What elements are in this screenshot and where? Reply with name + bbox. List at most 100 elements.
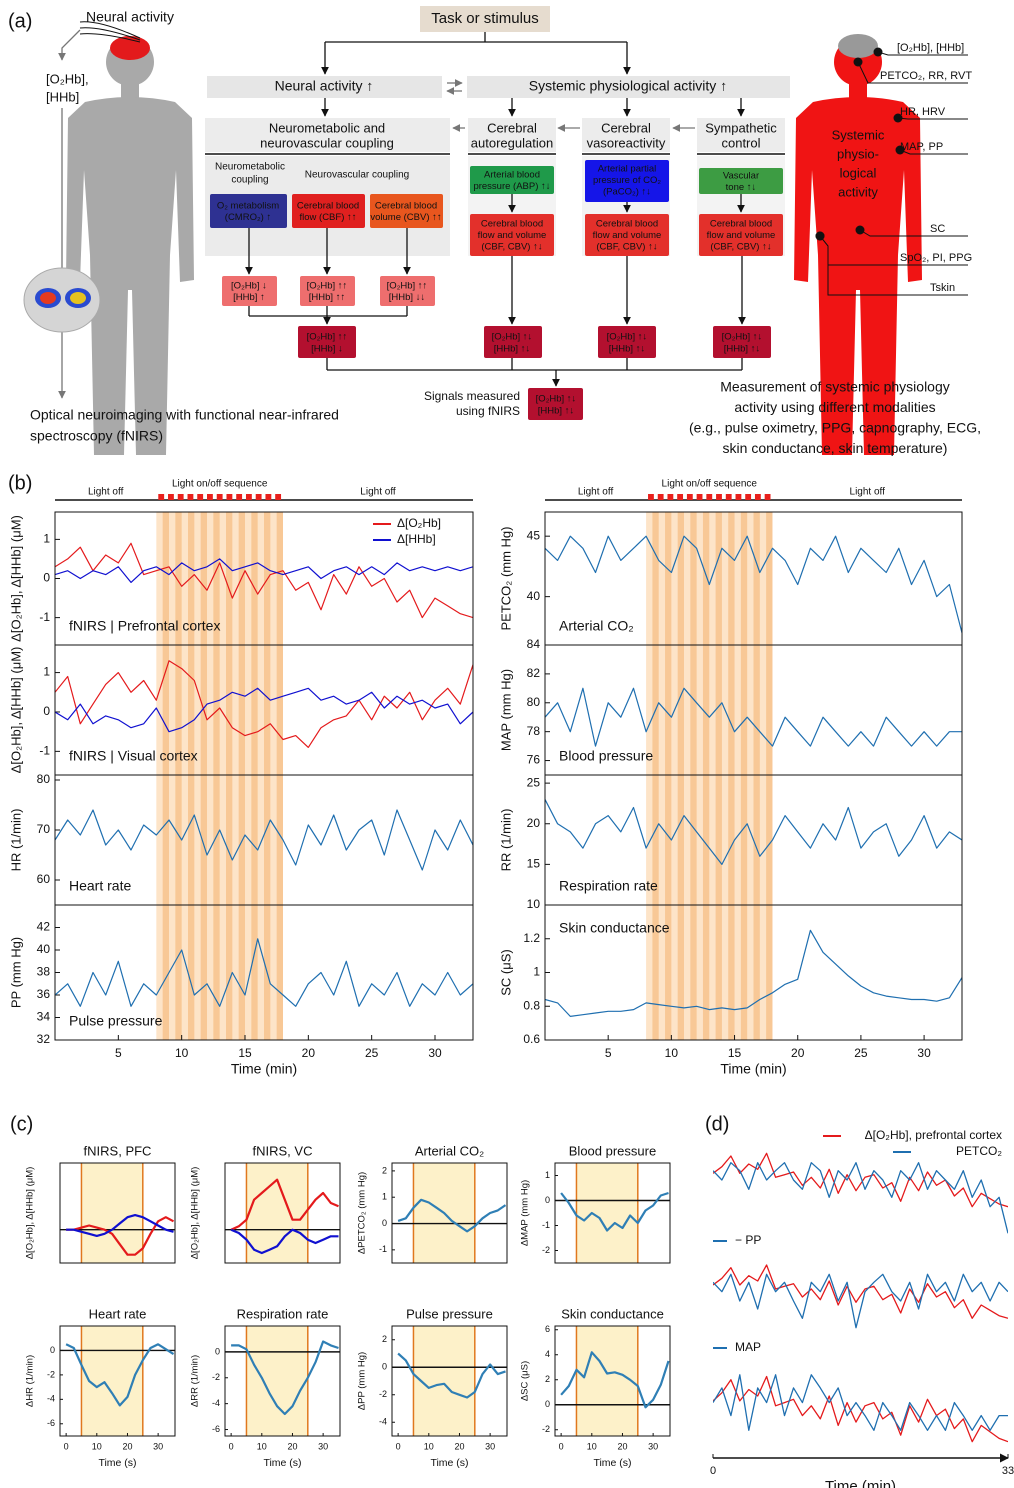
series-line (713, 1162, 1008, 1234)
series-line (713, 1264, 1008, 1319)
x-tick-label: 30 (648, 1441, 658, 1451)
label: Light off (850, 487, 886, 498)
x-axis-label: Time (min) (825, 1478, 896, 1488)
systemic-person-neck (849, 82, 867, 98)
y-tick-label: 82 (527, 666, 541, 680)
label: Light off (88, 487, 124, 498)
y-tick-label: 0 (545, 1195, 550, 1205)
y-tick-label: 2 (545, 1374, 550, 1384)
stimulus-stripe (728, 775, 735, 905)
stimulus-stripe (200, 905, 207, 1040)
label: [HHb] (46, 89, 79, 104)
x-tick-label: 25 (854, 1046, 868, 1060)
label: pressure (ABP) ↑↓ (473, 181, 550, 192)
legend-label: − PP (735, 1233, 761, 1247)
stimulus-stripe (740, 645, 748, 775)
brain-activation (70, 292, 86, 304)
signal-line (79, 21, 141, 39)
stimulus-stripe (665, 775, 672, 905)
sensor-line (877, 51, 968, 56)
light-pulse (177, 494, 184, 500)
label: Arterial blood (484, 170, 540, 181)
label: activity (838, 184, 878, 199)
result-box (598, 326, 656, 358)
y-axis-label: PETCO₂ (mm Hg) (498, 527, 513, 631)
chart-title: fNIRS, VC (253, 1143, 313, 1158)
label: Vascular (723, 171, 759, 182)
stimulus-stripe (162, 775, 169, 905)
header-box (468, 118, 556, 152)
stimulus-period (576, 1326, 638, 1436)
y-tick-label: 2 (382, 1165, 387, 1175)
y-tick-label: -1 (39, 744, 50, 758)
signal-line (79, 33, 141, 43)
label: pressure of CO₂ (593, 175, 661, 186)
stimulus-stripe (213, 645, 220, 775)
label: [O₂Hb], (46, 71, 89, 86)
label: [O₂Hb] ↑↓ (536, 394, 577, 405)
x-tick-label: 15 (238, 1046, 252, 1060)
y-tick-label: 10 (527, 897, 541, 911)
series-line (545, 929, 962, 1017)
y-tick-label: 0 (43, 571, 50, 585)
stimulus-stripe (665, 905, 672, 1040)
panel-label: (d) (705, 1113, 729, 1135)
stimulus-stripe (188, 645, 195, 775)
y-axis-label: HR (1/min) (8, 809, 23, 872)
plot-frame (59, 1162, 176, 1264)
series-line (713, 1374, 1008, 1431)
series-line (397, 1198, 507, 1233)
y-tick-label: -4 (47, 1394, 55, 1404)
chart-title: Heart rate (89, 1306, 147, 1321)
sensor-line (899, 149, 968, 155)
series-line (55, 809, 473, 871)
chart-title: fNIRS, PFC (84, 1143, 152, 1158)
label: skin conductance, skin temperature) (723, 440, 948, 456)
series-line (713, 1375, 1008, 1443)
neural-person-body (66, 97, 194, 455)
series-line (55, 687, 473, 733)
y-axis-label: ΔPETCO₂ (mm Hg) (357, 1172, 368, 1254)
series-line (230, 1178, 339, 1231)
cause-box (585, 160, 669, 202)
label: [HHb] ↓ (311, 344, 343, 355)
label: [O₂Hb] ↑↓ (722, 332, 763, 343)
stimulus-stripe (715, 645, 722, 775)
chart-title: Pulse pressure (406, 1306, 493, 1321)
plot-frame (554, 1162, 671, 1264)
stimulus-stripe (690, 645, 697, 775)
label: Cerebral blood (481, 219, 543, 230)
y-axis-label: RR (1/min) (498, 809, 513, 872)
stimulus-stripe (226, 645, 233, 775)
label: Light off (360, 487, 396, 498)
label: O₂ metabolism (217, 201, 279, 212)
hair (838, 34, 878, 58)
light-pulse (187, 494, 194, 500)
stimulus-stripe (753, 512, 760, 645)
x-tick-label: 10 (424, 1441, 434, 1451)
label: [HHb] ↑↓ (494, 344, 530, 355)
label: [HHb] ↑↑ (309, 292, 345, 303)
cause-box (470, 166, 554, 194)
label: HR, HRV (900, 106, 946, 118)
plot-frame (224, 1162, 341, 1264)
y-tick-label: 0 (215, 1346, 220, 1356)
legend-label: Δ[HHb] (397, 532, 436, 546)
stimulus-stripe (753, 775, 760, 905)
stimulus-stripe (162, 512, 169, 645)
label: SpO₂, PI, PPG (900, 252, 972, 264)
series-line (713, 1152, 1008, 1208)
label: neurovascular coupling (260, 135, 394, 150)
y-tick-label: 32 (37, 1032, 51, 1046)
stimulus-period (246, 1163, 308, 1263)
x-tick-label: 10 (587, 1441, 597, 1451)
label: Neural activity (86, 9, 174, 25)
y-tick-label: -2 (379, 1389, 387, 1399)
chart-title: Arterial CO₂ (415, 1143, 484, 1158)
x-axis-label: Time (min) (720, 1061, 786, 1077)
signal-arrow (58, 29, 81, 61)
y-tick-label: 34 (37, 1010, 51, 1024)
flow-box (470, 214, 554, 256)
light-pulse (275, 494, 282, 500)
label: physio- (837, 146, 879, 161)
